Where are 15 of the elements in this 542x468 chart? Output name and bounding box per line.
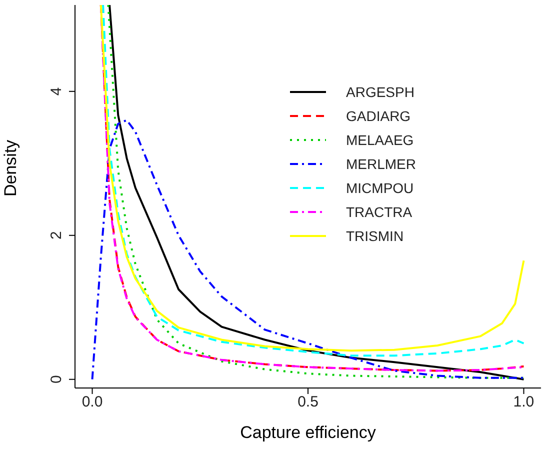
x-axis-title: Capture efficiency bbox=[240, 423, 376, 442]
x-tick-label: 0.5 bbox=[298, 394, 318, 411]
y-tick-label: 4 bbox=[48, 87, 65, 96]
legend-label: ARGESPH bbox=[346, 84, 414, 100]
y-axis-title: Density bbox=[1, 139, 20, 196]
legend-label: MELAAEG bbox=[346, 132, 414, 148]
x-tick-label: 0.0 bbox=[82, 394, 103, 411]
legend-label: GADIARG bbox=[346, 108, 411, 124]
y-tick-label: 0 bbox=[48, 375, 65, 384]
y-tick-label: 2 bbox=[48, 231, 65, 240]
legend-label: TRACTRA bbox=[346, 204, 413, 220]
x-tick-label: 1.0 bbox=[513, 394, 534, 411]
legend-label: TRISMIN bbox=[346, 228, 404, 244]
legend-label: MERLMER bbox=[346, 156, 416, 172]
legend-label: MICMPOU bbox=[346, 180, 414, 196]
